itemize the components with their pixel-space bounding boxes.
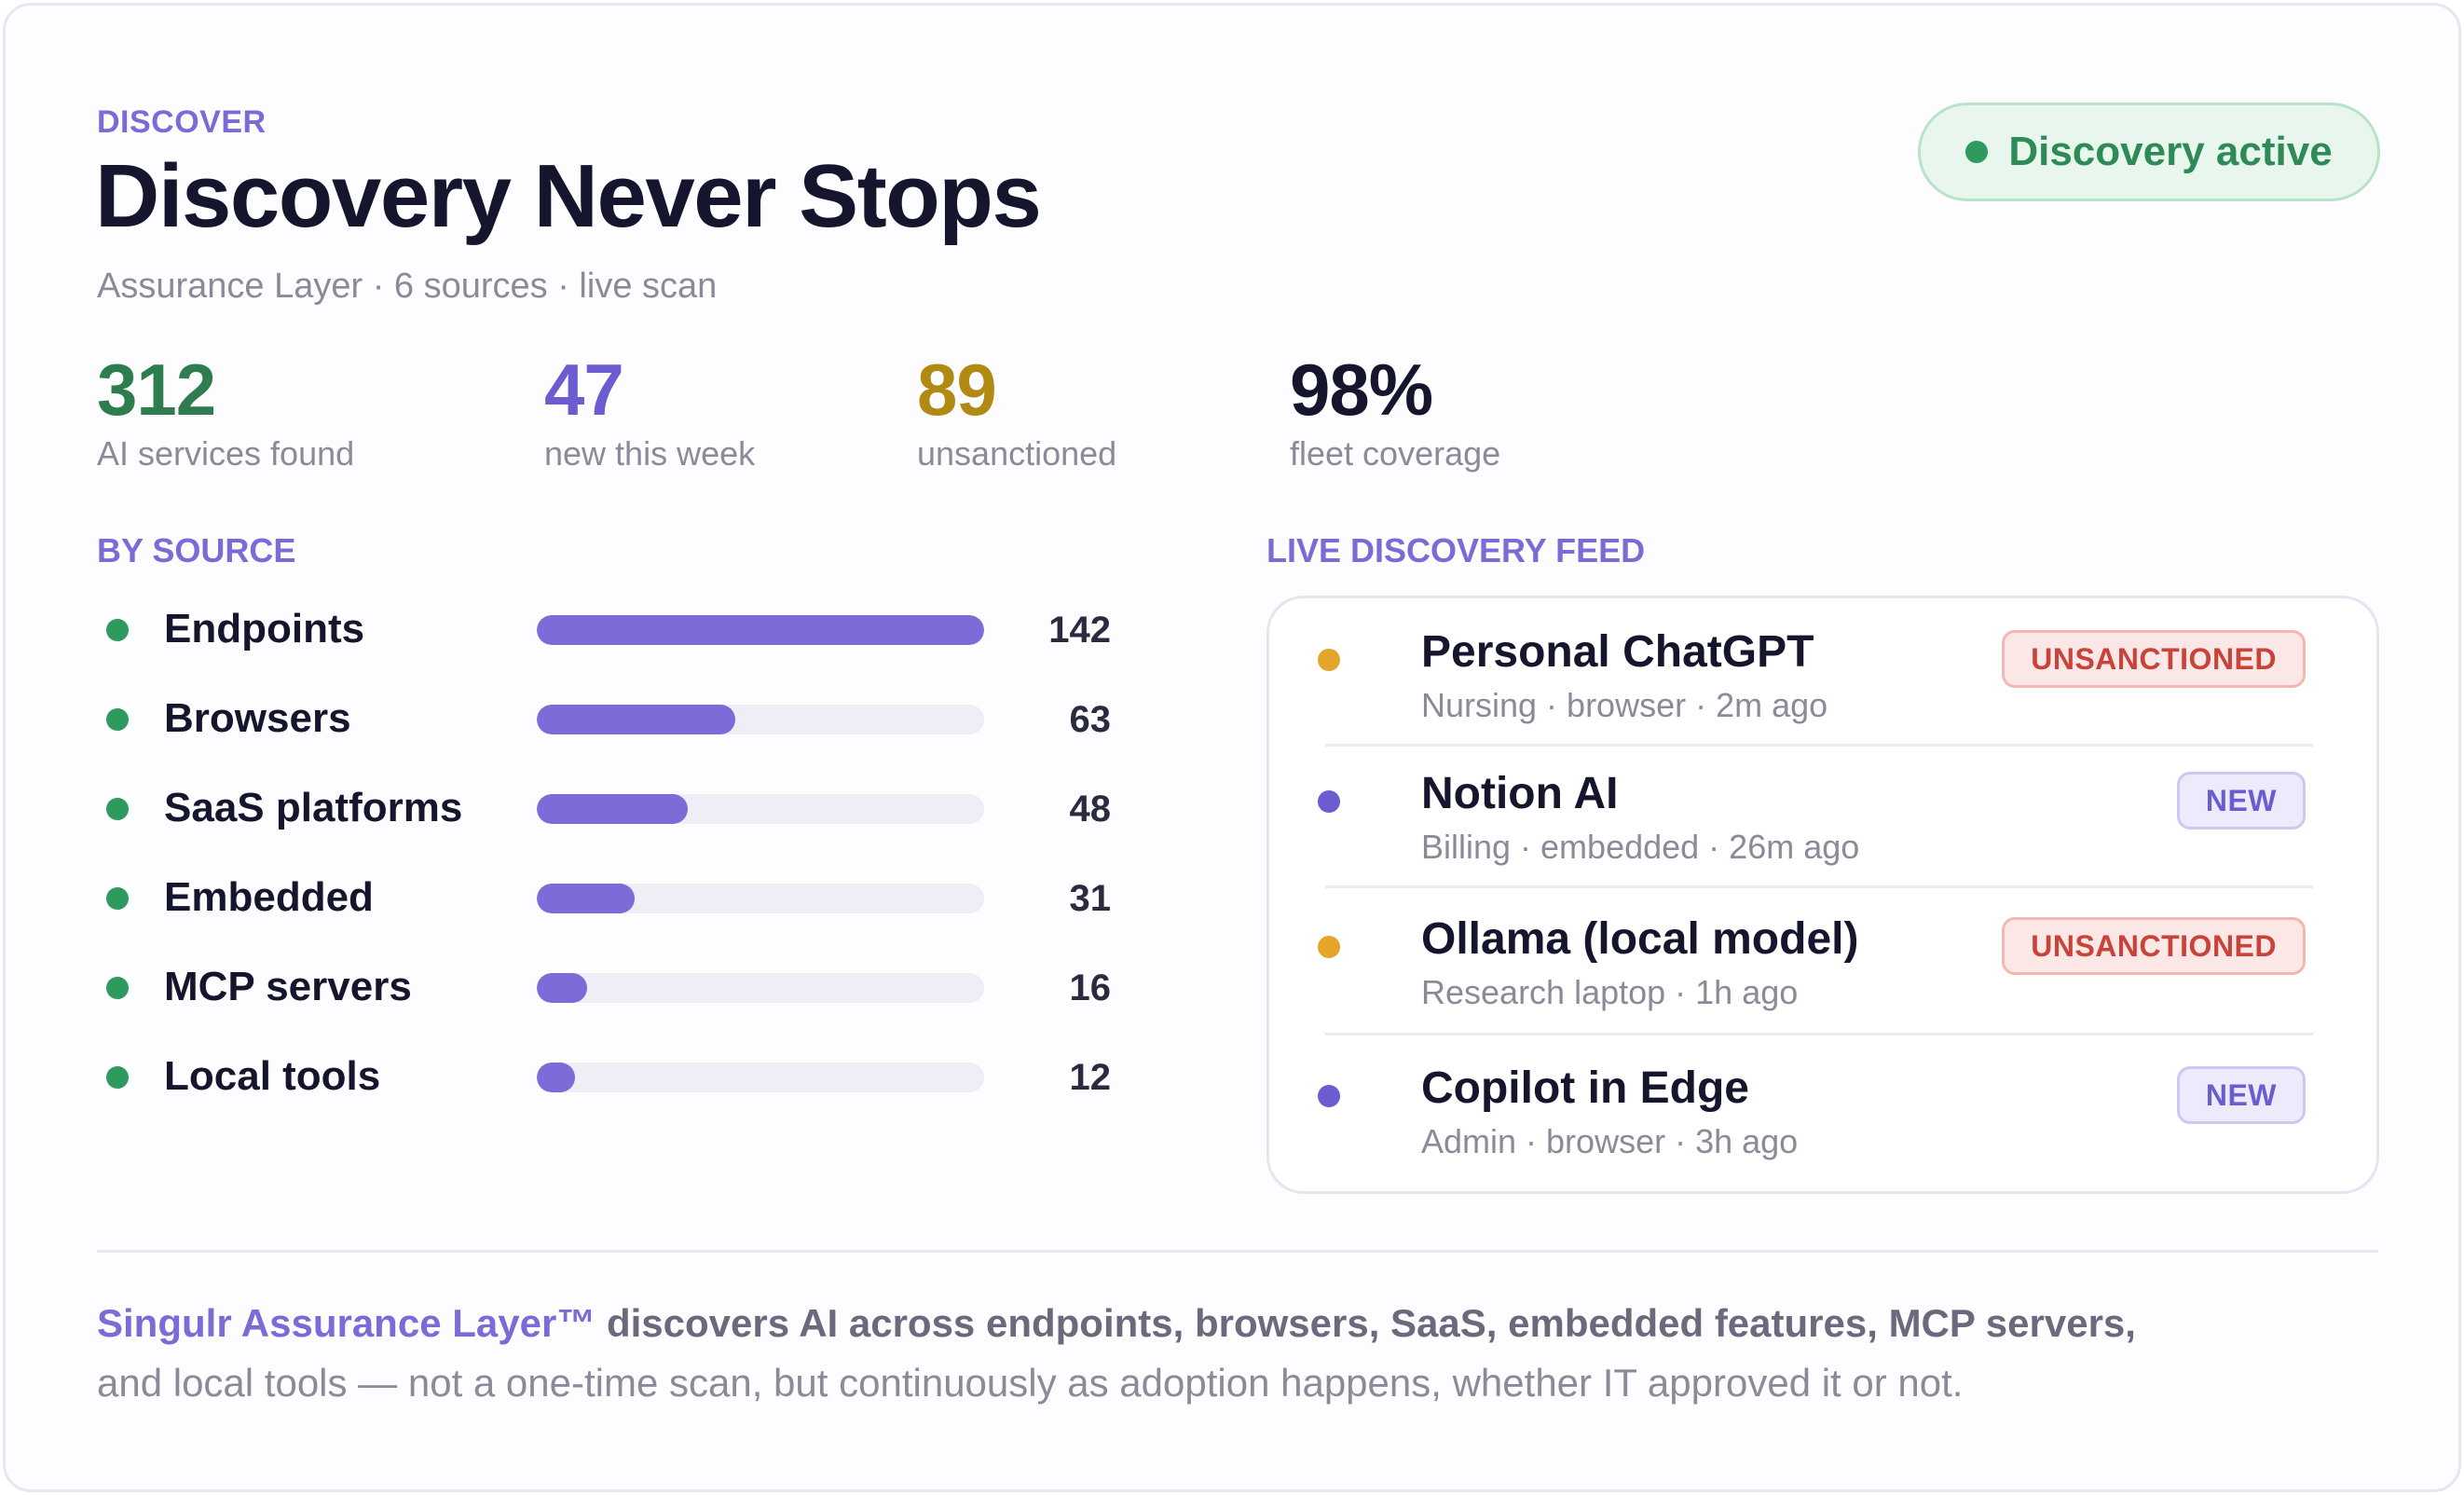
- warning-dot-icon: [1318, 649, 1340, 671]
- discovery-card: DISCOVER Discovery Never Stops Assurance…: [3, 3, 2461, 1492]
- status-label: Discovery active: [2008, 129, 2333, 174]
- source-row-saas-platforms: SaaS platforms 48: [97, 781, 1122, 837]
- source-bar-track: [537, 1063, 984, 1092]
- stat-new-this-week: 47 new this week: [544, 349, 756, 473]
- feed-item-name: Ollama (local model): [1421, 914, 1859, 964]
- new-dot-icon: [1318, 790, 1340, 813]
- feed-item-name: Personal ChatGPT: [1421, 627, 1814, 677]
- feed-item-meta: Billing · embedded · 26m ago: [1421, 828, 1860, 866]
- live-feed-panel: Personal ChatGPT Nursing · browser · 2m …: [1266, 596, 2379, 1194]
- stat-value: 98%: [1290, 349, 1433, 431]
- source-label: SaaS platforms: [164, 785, 463, 830]
- feed-item-meta: Admin · browser · 3h ago: [1421, 1122, 1799, 1160]
- footer-rest-text: and local tools — not a one-time scan, b…: [97, 1361, 1964, 1405]
- status-dot-icon: [1965, 141, 1989, 163]
- source-dot-icon: [106, 1066, 129, 1089]
- source-dot-icon: [106, 798, 129, 820]
- source-count: 142: [1048, 610, 1111, 651]
- feed-divider: [1325, 744, 2313, 747]
- unsanctioned-badge: UNSANCTIONED: [2002, 917, 2306, 975]
- new-dot-icon: [1318, 1085, 1340, 1107]
- source-count: 12: [1069, 1057, 1112, 1098]
- stat-services-found: 312 AI services found: [97, 349, 355, 473]
- source-bar-track: [537, 884, 984, 913]
- source-count: 48: [1069, 789, 1112, 830]
- source-count: 31: [1069, 878, 1112, 919]
- source-row-mcp-servers: MCP servers 16: [97, 960, 1122, 1016]
- stat-value: 89: [917, 349, 997, 431]
- page-title: Discovery Never Stops: [95, 146, 1042, 246]
- source-label: Embedded: [164, 874, 374, 920]
- source-row-endpoints: Endpoints 142: [97, 602, 1122, 658]
- source-row-local-tools: Local tools 12: [97, 1049, 1122, 1105]
- source-label: MCP servers: [164, 964, 412, 1009]
- source-bar-fill: [537, 615, 984, 645]
- stat-label: new this week: [544, 433, 756, 473]
- source-count: 63: [1069, 699, 1112, 740]
- source-dot-icon: [106, 887, 129, 910]
- footer-strong-text: discovers AI across endpoints, browsers,…: [595, 1301, 2136, 1345]
- warning-dot-icon: [1318, 936, 1340, 958]
- source-bar-fill: [537, 884, 635, 913]
- feed-item-meta: Research laptop · 1h ago: [1421, 973, 1799, 1011]
- source-bar-track: [537, 794, 984, 824]
- stat-label: unsanctioned: [917, 433, 1117, 473]
- source-count: 16: [1069, 967, 1112, 1008]
- source-label: Endpoints: [164, 606, 365, 651]
- feed-item-meta: Nursing · browser · 2m ago: [1421, 686, 1828, 724]
- new-badge: NEW: [2176, 772, 2306, 830]
- source-bar-track: [537, 615, 984, 645]
- source-dot-icon: [106, 977, 129, 999]
- stat-fleet-coverage: 98% fleet coverage: [1290, 349, 1501, 473]
- source-label: Browsers: [164, 695, 351, 741]
- source-dot-icon: [106, 708, 129, 731]
- source-label: Local tools: [164, 1053, 381, 1099]
- source-bar-fill: [537, 705, 735, 734]
- eyebrow-label: DISCOVER: [97, 104, 267, 140]
- live-feed-title: LIVE DISCOVERY FEED: [1266, 531, 1646, 569]
- source-bar-track: [537, 973, 984, 1003]
- status-badge: Discovery active: [1918, 103, 2380, 201]
- new-badge: NEW: [2176, 1066, 2306, 1124]
- by-source-title: BY SOURCE: [97, 531, 296, 569]
- feed-item-name: Copilot in Edge: [1421, 1063, 1749, 1113]
- stat-label: fleet coverage: [1290, 433, 1501, 473]
- source-bar-track: [537, 705, 984, 734]
- footer-divider: [97, 1250, 2378, 1253]
- source-row-embedded: Embedded 31: [97, 871, 1122, 926]
- source-bar-fill: [537, 973, 588, 1003]
- source-row-browsers: Browsers 63: [97, 692, 1122, 748]
- source-bar-fill: [537, 794, 689, 824]
- source-bar-fill: [537, 1063, 575, 1092]
- stat-unsanctioned: 89 unsanctioned: [917, 349, 1117, 473]
- stat-value: 47: [544, 349, 624, 431]
- footer-description: Singulr Assurance Layer™ discovers AI ac…: [97, 1294, 2334, 1413]
- feed-divider: [1325, 1033, 2313, 1036]
- feed-divider: [1325, 885, 2313, 888]
- stat-label: AI services found: [97, 433, 355, 473]
- stat-value: 312: [97, 349, 216, 431]
- feed-item-name: Notion AI: [1421, 769, 1619, 818]
- footer-brand: Singulr Assurance Layer™: [97, 1301, 596, 1345]
- unsanctioned-badge: UNSANCTIONED: [2002, 630, 2306, 688]
- page-subtitle: Assurance Layer · 6 sources · live scan: [97, 267, 718, 306]
- source-dot-icon: [106, 619, 129, 641]
